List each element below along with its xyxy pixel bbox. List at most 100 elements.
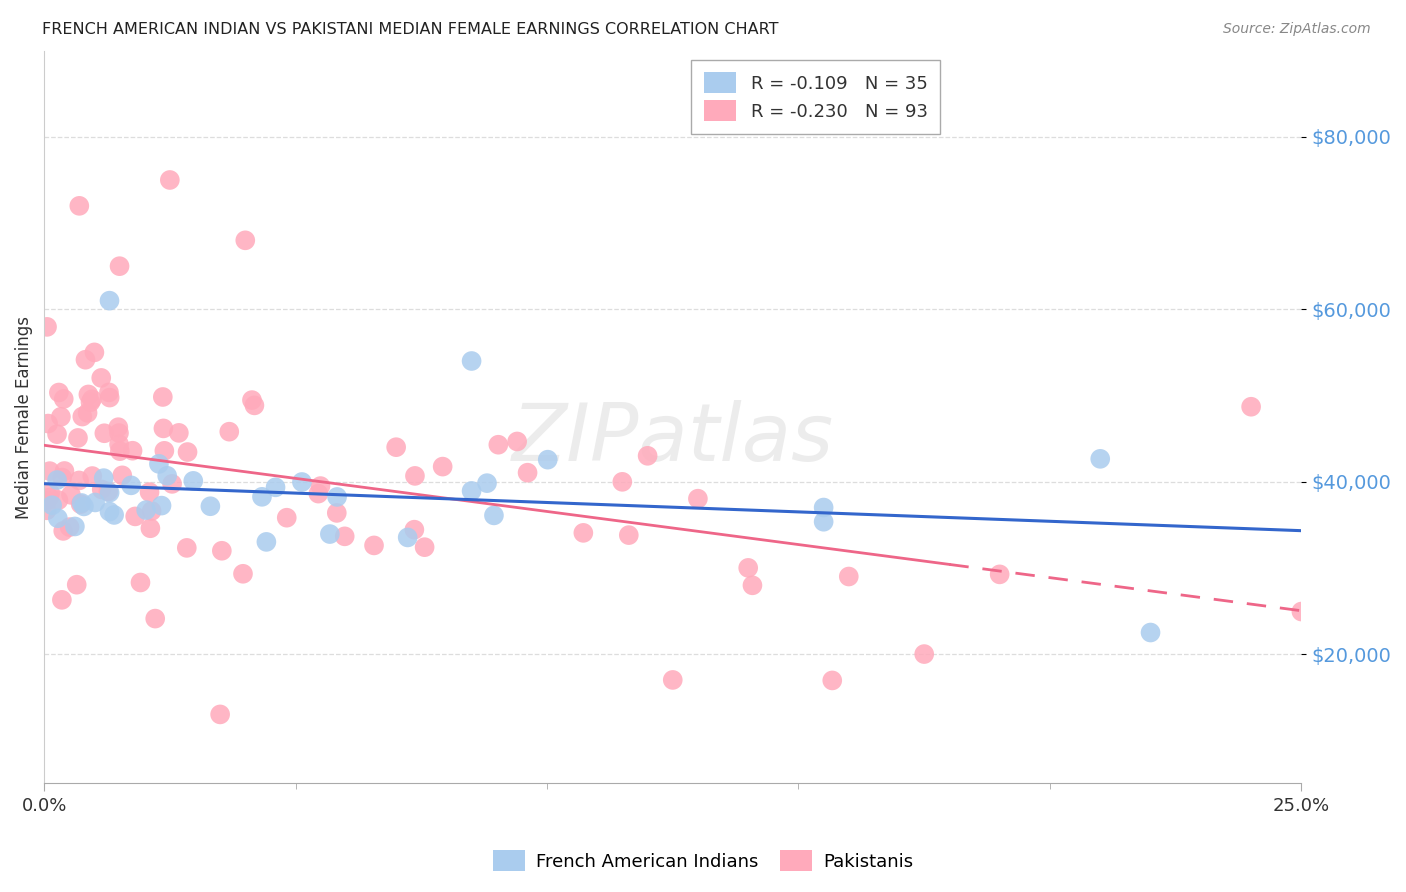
- Point: [67, 199, 90, 213]
- Point: [67, 474, 90, 488]
- Point: [152, 421, 174, 435]
- Point: [232, 566, 254, 581]
- Point: [838, 569, 860, 583]
- Point: [75, 352, 97, 367]
- Point: [209, 707, 232, 722]
- Point: [35, 319, 58, 334]
- Point: [39, 486, 62, 500]
- Point: [385, 440, 408, 454]
- Y-axis label: Median Female Earnings: Median Female Earnings: [15, 316, 32, 518]
- Point: [35, 493, 58, 508]
- Point: [243, 398, 266, 412]
- Point: [108, 444, 131, 458]
- Point: [912, 647, 935, 661]
- Point: [41, 498, 63, 512]
- Point: [139, 521, 162, 535]
- Point: [120, 478, 142, 492]
- Point: [63, 519, 86, 533]
- Point: [307, 486, 329, 500]
- Point: [1139, 625, 1161, 640]
- Point: [46, 511, 69, 525]
- Point: [537, 452, 560, 467]
- Point: [103, 508, 125, 522]
- Point: [48, 385, 70, 400]
- Point: [737, 561, 759, 575]
- Point: [107, 420, 129, 434]
- Point: [51, 470, 73, 484]
- Point: [90, 371, 112, 385]
- Point: [612, 475, 634, 489]
- Point: [176, 445, 198, 459]
- Point: [250, 490, 273, 504]
- Point: [153, 443, 176, 458]
- Point: [240, 393, 263, 408]
- Point: [46, 427, 69, 442]
- Point: [396, 531, 419, 545]
- Point: [326, 490, 349, 504]
- Point: [66, 431, 89, 445]
- Point: [69, 497, 91, 511]
- Point: [76, 406, 98, 420]
- Point: [58, 520, 80, 534]
- Point: [404, 469, 426, 483]
- Point: [988, 567, 1011, 582]
- Point: [108, 437, 131, 451]
- Point: [141, 504, 163, 518]
- Point: [37, 417, 59, 431]
- Point: [160, 476, 183, 491]
- Point: [233, 233, 256, 247]
- Point: [52, 524, 75, 538]
- Point: [138, 485, 160, 500]
- Point: [38, 464, 60, 478]
- Point: [66, 577, 89, 591]
- Point: [73, 500, 96, 514]
- Point: [152, 390, 174, 404]
- Point: [143, 611, 166, 625]
- Point: [1240, 400, 1263, 414]
- Point: [72, 409, 94, 424]
- Point: [686, 491, 709, 506]
- Point: [51, 592, 73, 607]
- Point: [79, 395, 101, 409]
- Point: [617, 528, 640, 542]
- Point: [53, 464, 76, 478]
- Point: [432, 459, 454, 474]
- Text: FRENCH AMERICAN INDIAN VS PAKISTANI MEDIAN FEMALE EARNINGS CORRELATION CHART: FRENCH AMERICAN INDIAN VS PAKISTANI MEDI…: [42, 22, 779, 37]
- Point: [291, 475, 314, 489]
- Point: [475, 476, 498, 491]
- Point: [108, 425, 131, 440]
- Point: [156, 468, 179, 483]
- Point: [83, 345, 105, 359]
- Point: [121, 443, 143, 458]
- Point: [52, 392, 75, 406]
- Point: [211, 543, 233, 558]
- Point: [1090, 451, 1112, 466]
- Point: [572, 525, 595, 540]
- Point: [181, 474, 204, 488]
- Text: Source: ZipAtlas.com: Source: ZipAtlas.com: [1223, 22, 1371, 37]
- Point: [98, 485, 121, 500]
- Point: [200, 500, 222, 514]
- Point: [135, 503, 157, 517]
- Point: [516, 466, 538, 480]
- Point: [49, 409, 72, 424]
- Point: [661, 673, 683, 687]
- Point: [84, 495, 107, 509]
- Point: [637, 449, 659, 463]
- Point: [46, 473, 69, 487]
- Point: [98, 505, 121, 519]
- Point: [98, 293, 121, 308]
- Point: [460, 354, 482, 368]
- Point: [70, 496, 93, 510]
- Point: [404, 523, 426, 537]
- Point: [218, 425, 240, 439]
- Point: [333, 529, 356, 543]
- Point: [821, 673, 844, 688]
- Point: [264, 480, 287, 494]
- Legend: French American Indians, Pakistanis: French American Indians, Pakistanis: [485, 843, 921, 879]
- Point: [176, 541, 198, 555]
- Point: [48, 493, 70, 508]
- Legend: R = -0.109   N = 35, R = -0.230   N = 93: R = -0.109 N = 35, R = -0.230 N = 93: [692, 60, 941, 134]
- Point: [309, 479, 332, 493]
- Point: [80, 392, 103, 407]
